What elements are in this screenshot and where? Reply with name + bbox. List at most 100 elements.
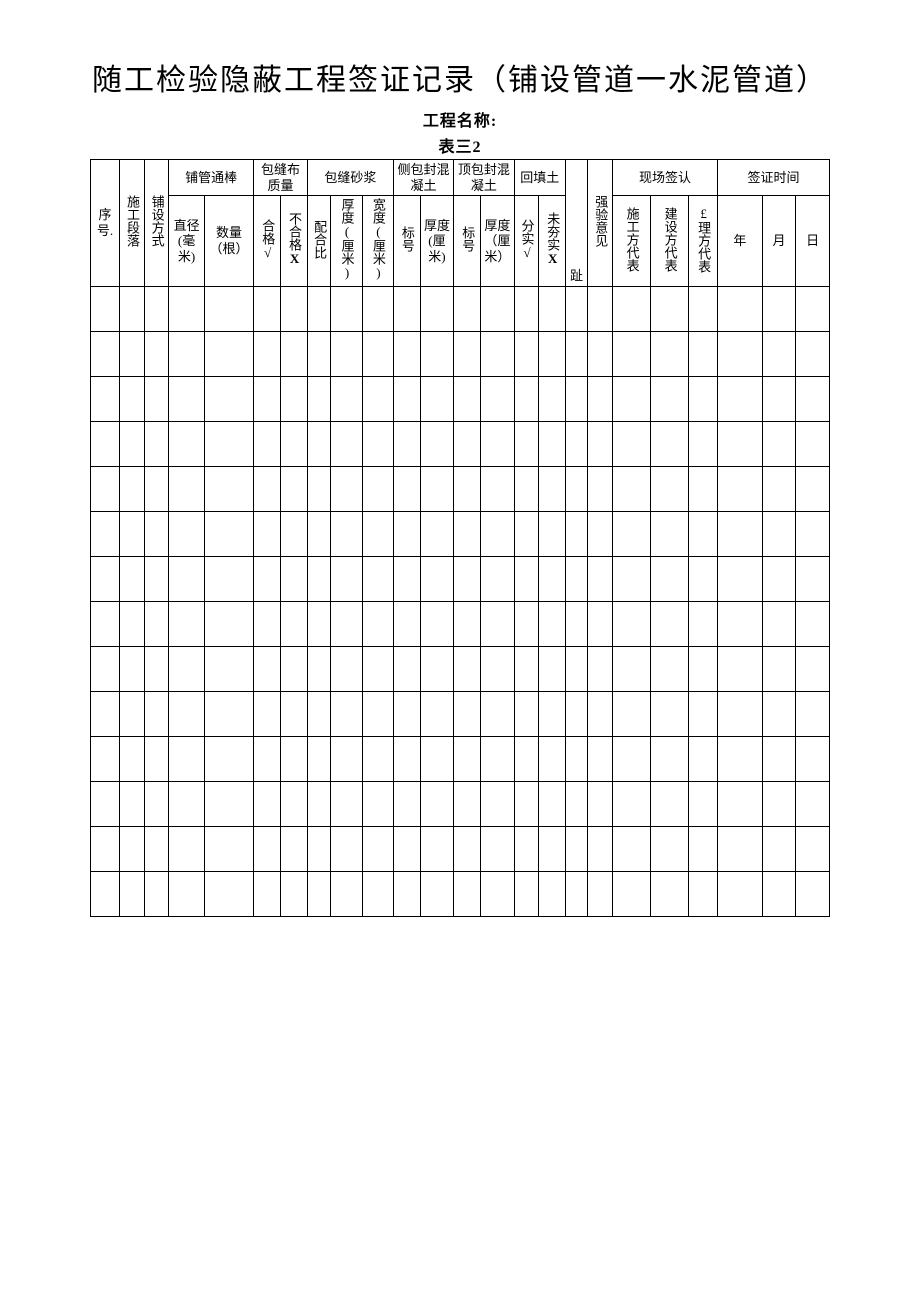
table-cell [514,421,539,466]
table-cell [169,646,205,691]
table-cell [393,736,420,781]
col-fail: 不合格X [280,196,307,287]
table-cell [566,466,588,511]
table-cell [796,421,830,466]
table-cell [762,646,796,691]
table-cell [539,511,566,556]
table-cell [718,376,763,421]
table-cell [650,376,688,421]
table-cell [454,286,481,331]
table-cell [280,646,307,691]
table-cell [254,331,281,376]
table-cell [362,331,393,376]
table-cell [762,286,796,331]
table-cell [481,331,515,376]
table-cell [254,466,281,511]
table-cell [362,871,393,916]
table-cell [796,286,830,331]
table-cell [566,691,588,736]
table-cell [120,736,145,781]
table-cell [650,736,688,781]
table-cell [539,286,566,331]
table-cell [120,646,145,691]
table-cell [762,421,796,466]
col-const-rep: 施工方代表 [612,196,650,287]
table-cell [420,871,454,916]
table-cell [280,691,307,736]
col-build-rep: 建设方代表 [650,196,688,287]
table-cell [331,556,362,601]
table-cell [331,421,362,466]
table-cell [688,421,717,466]
table-cell [796,556,830,601]
table-cell [650,511,688,556]
table-cell [688,331,717,376]
table-cell [762,691,796,736]
table-cell [420,781,454,826]
table-number: 表三2 [90,133,830,157]
table-cell [144,871,169,916]
table-cell [393,826,420,871]
col-day: 日 [796,196,830,287]
table-cell [588,826,613,871]
table-cell [481,601,515,646]
table-cell [331,736,362,781]
table-cell [393,601,420,646]
table-cell [688,826,717,871]
table-cell [688,376,717,421]
table-cell [393,376,420,421]
table-cell [280,826,307,871]
table-cell [514,691,539,736]
table-cell [514,736,539,781]
table-cell [650,466,688,511]
table-cell [144,736,169,781]
table-cell [588,511,613,556]
table-cell [454,601,481,646]
table-cell [612,826,650,871]
table-cell [588,871,613,916]
table-cell [566,781,588,826]
table-cell [688,601,717,646]
table-cell [91,736,120,781]
table-cell [169,691,205,736]
table-cell [514,781,539,826]
table-cell [454,511,481,556]
col-month: 月 [762,196,796,287]
table-cell [91,466,120,511]
table-cell [481,286,515,331]
table-cell [204,556,253,601]
table-cell [307,646,330,691]
table-cell [169,556,205,601]
table-cell [254,781,281,826]
table-cell [420,466,454,511]
table-cell [362,646,393,691]
col-manage-rep: £理方代表 [688,196,717,287]
table-cell [454,466,481,511]
table-cell [566,556,588,601]
table-row [91,691,830,736]
table-cell [307,826,330,871]
table-cell [307,556,330,601]
table-cell [612,511,650,556]
table-cell [796,736,830,781]
table-cell [307,871,330,916]
table-cell [454,646,481,691]
col-width: 宽度(厘米) [362,196,393,287]
col-backfill: 回填土 [514,160,565,196]
table-cell [280,601,307,646]
table-cell [514,511,539,556]
table-cell [514,601,539,646]
table-cell [514,871,539,916]
table-cell [650,421,688,466]
table-cell [144,376,169,421]
table-cell [481,691,515,736]
table-cell [169,421,205,466]
col-thickness: 厚度(厘米) [331,196,362,287]
table-cell [280,466,307,511]
table-cell [307,331,330,376]
table-cell [144,691,169,736]
table-cell [588,601,613,646]
table-cell [280,556,307,601]
table-cell [688,736,717,781]
table-cell [762,601,796,646]
